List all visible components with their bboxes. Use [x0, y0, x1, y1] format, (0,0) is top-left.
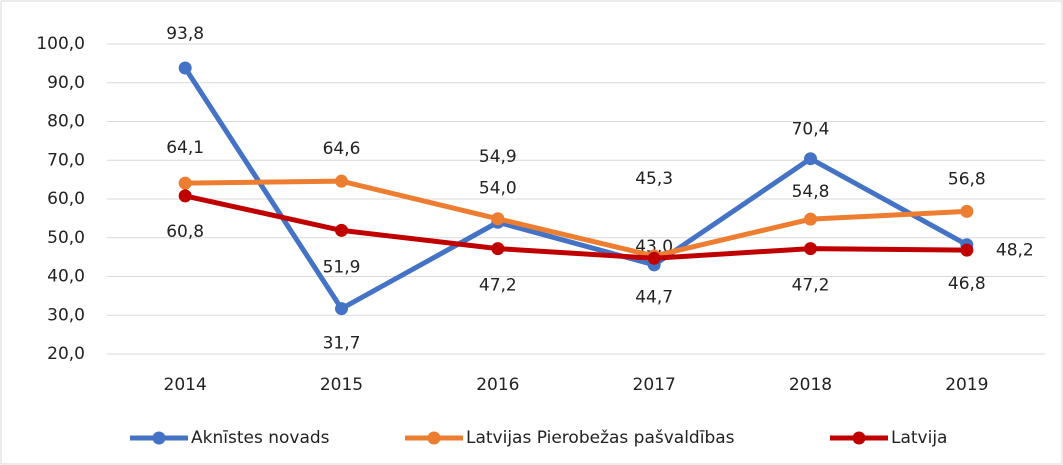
- data-label: 44,7: [635, 287, 673, 307]
- data-label: 93,8: [166, 24, 204, 44]
- data-label: 70,4: [792, 120, 830, 140]
- y-tick-label: 40,0: [47, 267, 85, 287]
- data-point: [178, 176, 192, 190]
- data-point: [804, 212, 817, 226]
- legend-label: Aknīstes novads: [191, 428, 330, 448]
- series-line: [183, 66, 969, 312]
- y-tick-label: 30,0: [47, 305, 85, 325]
- data-label: 48,2: [996, 241, 1034, 261]
- legend-marker: [152, 431, 166, 445]
- y-tick-label: 80,0: [47, 112, 85, 132]
- data-label: 54,8: [792, 182, 830, 202]
- data-label: 51,9: [323, 257, 361, 277]
- data-point: [335, 174, 348, 188]
- data-point: [960, 204, 974, 218]
- data-label: 64,1: [166, 138, 204, 158]
- data-label: 54,9: [479, 147, 517, 167]
- y-tick-label: 70,0: [47, 150, 85, 170]
- data-point: [960, 243, 974, 257]
- y-tick-label: 90,0: [47, 73, 85, 93]
- y-tick-label: 60,0: [47, 189, 85, 209]
- data-point: [647, 251, 661, 265]
- legend-label: Latvijas Pierobežas pašvaldības: [466, 428, 735, 448]
- series-line: [184, 193, 967, 261]
- data-label: 54,0: [479, 178, 517, 198]
- data-point: [178, 61, 192, 75]
- y-tick-label: 100,0: [36, 34, 85, 54]
- x-tick-label: 2017: [633, 375, 676, 395]
- data-point: [335, 302, 348, 316]
- y-tick-label: 50,0: [47, 228, 85, 248]
- series-line: [185, 178, 967, 259]
- data-point: [491, 242, 505, 256]
- data-label: 46,8: [948, 274, 986, 294]
- legend-marker: [852, 431, 866, 445]
- x-tick-label: 2019: [945, 375, 988, 395]
- legend-marker: [427, 431, 441, 445]
- data-label: 31,7: [323, 334, 361, 354]
- x-tick-label: 2015: [320, 375, 363, 395]
- legend-label: Latvija: [891, 428, 947, 448]
- data-label: 64,6: [323, 139, 361, 159]
- x-tick-label: 2016: [476, 375, 519, 395]
- data-label: 60,8: [166, 222, 204, 242]
- data-label: 47,2: [792, 276, 830, 296]
- data-label: 47,2: [479, 276, 517, 296]
- y-tick-label: 20,0: [47, 344, 85, 364]
- data-point: [804, 152, 817, 166]
- data-label: 56,8: [948, 169, 986, 189]
- x-tick-label: 2018: [789, 375, 832, 395]
- data-label: 45,3: [635, 169, 673, 189]
- data-point: [335, 223, 348, 237]
- data-point: [491, 212, 505, 226]
- data-point: [804, 242, 817, 256]
- data-point: [178, 189, 192, 203]
- x-tick-label: 2014: [164, 375, 207, 395]
